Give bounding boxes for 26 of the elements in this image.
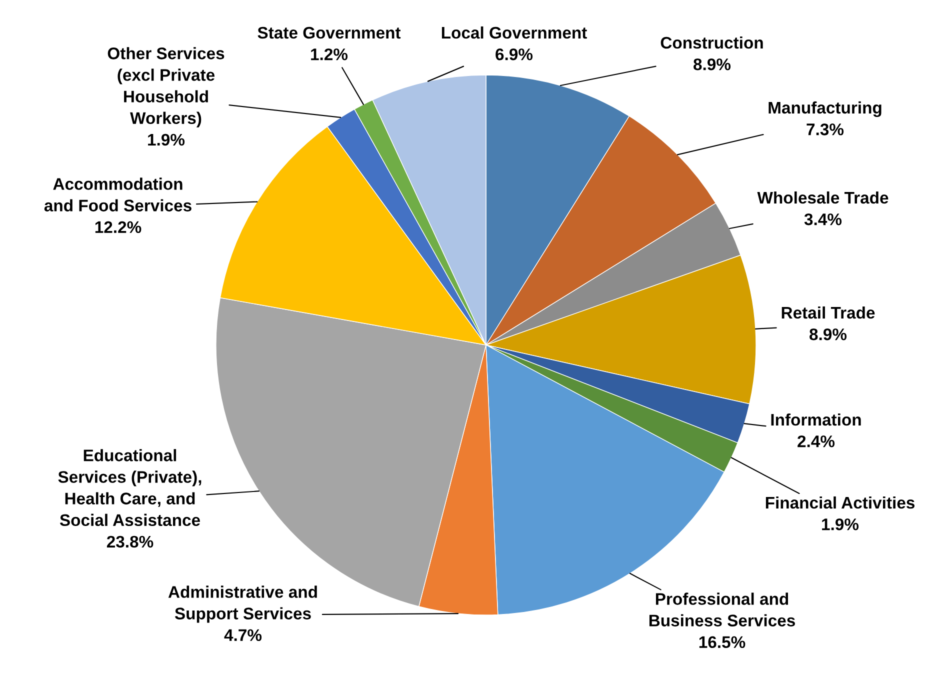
data-label: 2.4% bbox=[798, 435, 835, 448]
slice-label: Manufacturing bbox=[768, 101, 882, 118]
slice-label: Administrative and Support Services bbox=[168, 586, 317, 623]
data-label: 8.9% bbox=[694, 58, 731, 70]
slice-label: Information bbox=[771, 413, 861, 426]
data-label: 7.3% bbox=[806, 123, 844, 136]
data-label: 3.4% bbox=[804, 213, 842, 226]
slice-label: Other Services (excl Private Household Workers) bbox=[108, 47, 224, 128]
slice-label: Financial Activities bbox=[766, 496, 914, 509]
data-label: 1.9% bbox=[822, 518, 859, 530]
data-label: 16.5% bbox=[699, 636, 746, 648]
data-label: 1.9% bbox=[148, 134, 185, 146]
slice-label: Professional and Business Services bbox=[649, 592, 795, 626]
data-label: 6.9% bbox=[496, 48, 533, 60]
slice-label: Educational Services (Private), Health Care, and Social Assistance bbox=[58, 449, 202, 526]
slice-label: Construction bbox=[660, 36, 763, 49]
data-label: 12.2% bbox=[95, 221, 142, 234]
data-label: 4.7% bbox=[224, 629, 262, 642]
slice-label: Retail Trade bbox=[782, 306, 875, 319]
slice-label: Local Government bbox=[442, 26, 587, 39]
slice-label: State Government bbox=[258, 26, 401, 39]
data-label: 8.9% bbox=[810, 328, 847, 340]
slice-label: Accommodation and Food Services bbox=[44, 178, 192, 212]
data-label: 23.8% bbox=[106, 536, 154, 548]
data-label: 1.2% bbox=[311, 48, 348, 60]
slice-label: Wholesale Trade bbox=[757, 191, 888, 204]
